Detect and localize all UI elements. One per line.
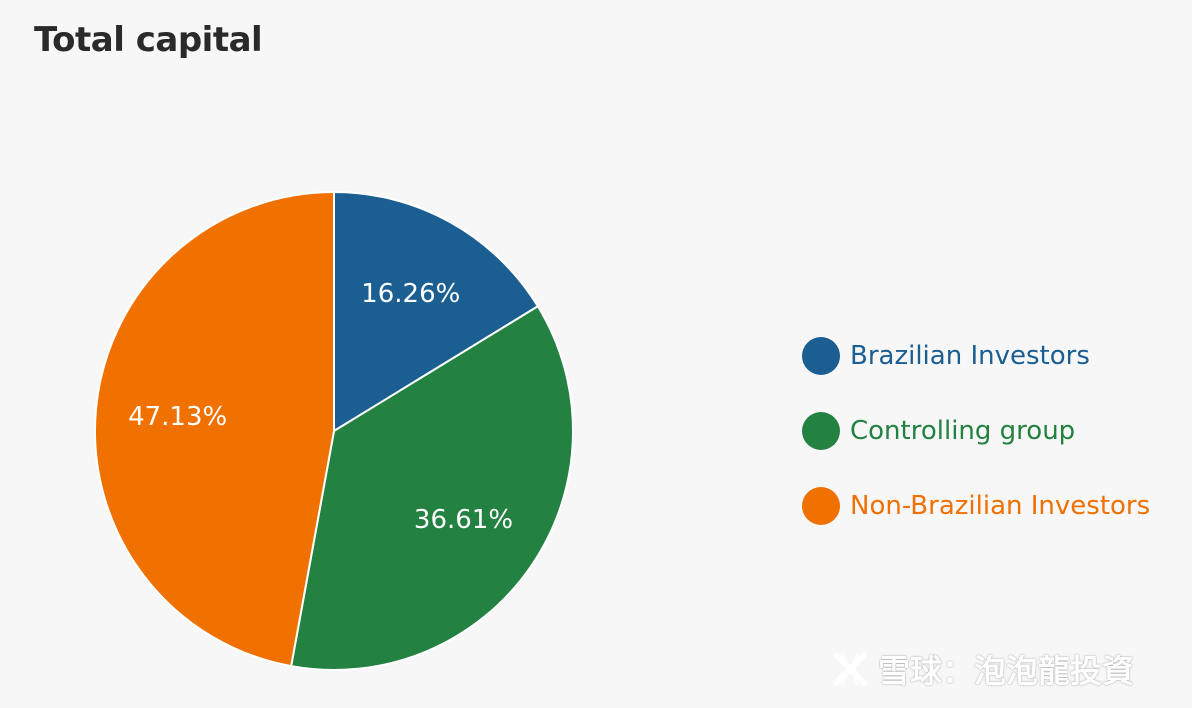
- slice-value-label: 47.13%: [128, 402, 227, 432]
- pie-slice-controlling-group[interactable]: [289, 304, 574, 671]
- chart-title: Total capital: [34, 20, 263, 60]
- legend-item-brazilian-investors[interactable]: Brazilian Investors: [802, 337, 1150, 375]
- watermark: 雪球：泡泡龍投資: [830, 646, 1134, 692]
- watermark-text: 雪球：泡泡龍投資: [878, 652, 1135, 690]
- legend-swatch: [802, 487, 840, 525]
- pie-slice-brazilian-investors[interactable]: [333, 190, 540, 433]
- chart-legend: Brazilian Investors Controlling group No…: [802, 337, 1150, 525]
- snowball-logo-icon: [833, 652, 867, 686]
- legend-label: Controlling group: [850, 416, 1076, 446]
- legend-label: Brazilian Investors: [850, 341, 1090, 371]
- pie-slice-non-brazilian-investors[interactable]: [94, 190, 335, 668]
- legend-label: Non-Brazilian Investors: [850, 491, 1151, 521]
- legend-swatch: [802, 412, 840, 450]
- legend-item-non-brazilian-investors[interactable]: Non-Brazilian Investors: [802, 487, 1150, 525]
- legend-swatch: [802, 337, 840, 375]
- slice-value-label: 36.61%: [414, 505, 513, 535]
- legend-item-controlling-group[interactable]: Controlling group: [802, 412, 1150, 450]
- slice-value-label: 16.26%: [361, 279, 460, 309]
